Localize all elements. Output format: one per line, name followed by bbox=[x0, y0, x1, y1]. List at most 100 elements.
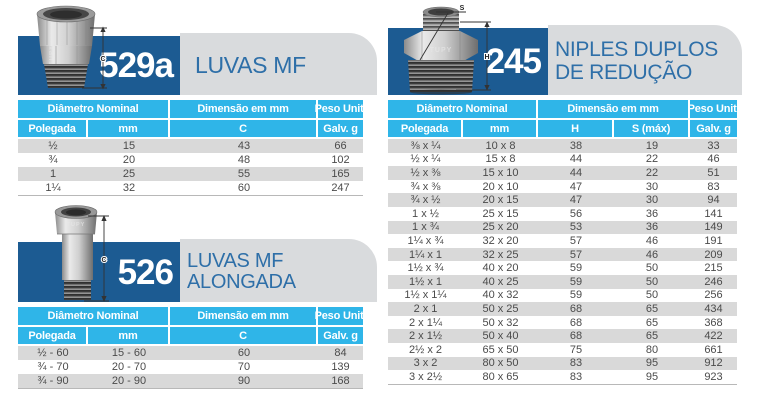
table-cell: 1¼ x ¾ bbox=[407, 234, 444, 247]
dimension-arrow-c: C bbox=[82, 26, 107, 90]
table-cell: 84 bbox=[334, 347, 347, 359]
table-cell: 1½ x 1¼ bbox=[404, 289, 447, 302]
product-title-line: DE REDUÇÃO bbox=[555, 60, 693, 84]
table-cell: 83 bbox=[569, 357, 583, 370]
table-cell: 15 - 60 bbox=[111, 347, 147, 359]
table-cell: 102 bbox=[331, 154, 350, 166]
product-code-box: 526 bbox=[18, 242, 180, 302]
header-group-peso: Peso Unit. bbox=[687, 103, 740, 115]
header-divider bbox=[388, 118, 737, 120]
table-cell: 65 bbox=[645, 316, 659, 329]
table-cell: 46 bbox=[645, 248, 659, 261]
table-header: Diâmetro Nominal Dimensão em mm Peso Uni… bbox=[388, 100, 740, 137]
table-cell: 139 bbox=[331, 361, 350, 373]
table-cell: 1½ x 1 bbox=[408, 275, 443, 288]
table-row: 2 x 1¼ 50 x 32 68 65 368 bbox=[388, 316, 737, 330]
header-col-galv: Galv. g bbox=[696, 122, 731, 135]
table-cell: ¾ x ½ bbox=[410, 194, 441, 207]
table-cell: ½ x ¼ bbox=[410, 153, 441, 166]
dimension-label-h: H bbox=[484, 54, 489, 61]
table-cell: 10 x 8 bbox=[485, 139, 516, 152]
dimension-arrow-c: C bbox=[84, 215, 109, 302]
table-cell: 83 bbox=[707, 180, 720, 193]
embossed-brand: TUPY bbox=[67, 222, 86, 228]
table-row: ½ - 60 15 - 60 60 84 bbox=[18, 346, 363, 360]
product-title: LUVAS MF bbox=[195, 36, 375, 95]
embossed-brand: TUPY bbox=[430, 47, 453, 54]
header-col-mm: mm bbox=[88, 120, 170, 137]
table-cell: 60 bbox=[237, 182, 251, 194]
table-cell: 149 bbox=[704, 221, 723, 234]
table-cell: 56 bbox=[569, 207, 583, 220]
table-cell: 59 bbox=[569, 289, 583, 302]
table-row: 1 x ¾ 25 x 20 53 36 149 bbox=[388, 220, 737, 235]
header-col-s-max: S (máx) bbox=[614, 120, 690, 137]
table-cell: 1½ x ¾ bbox=[407, 262, 444, 275]
table-cell: 70 bbox=[237, 361, 251, 373]
table-cell: 32 bbox=[122, 182, 136, 194]
table-cell: 247 bbox=[331, 182, 350, 194]
table-cell: 65 x 50 bbox=[482, 343, 519, 356]
table-cell: 80 x 50 bbox=[482, 357, 519, 370]
table-cell: 25 x 15 bbox=[482, 207, 519, 220]
table-cell: 43 bbox=[237, 140, 251, 152]
table-body: ½ - 60 15 - 60 60 84 ¾ - 70 20 - 70 70 139 ¾ - 9… bbox=[18, 346, 363, 389]
table-cell: 22 bbox=[645, 153, 659, 166]
header-divider bbox=[18, 118, 363, 120]
table-cell: 59 bbox=[569, 262, 583, 275]
product-title: NIPLES DUPLOS DE REDUÇÃO bbox=[555, 28, 740, 95]
table-cell: 51 bbox=[707, 166, 720, 179]
product-photo-luva-mf: TUPY C bbox=[36, 5, 107, 90]
table-cell: 57 bbox=[569, 248, 583, 261]
table-row: 2½ x 2 65 x 50 75 80 661 bbox=[388, 343, 737, 357]
table-cell: 20 x 10 bbox=[482, 180, 519, 193]
table-row: 1½ x 1 40 x 25 59 50 246 bbox=[388, 274, 737, 289]
table-cell: 59 bbox=[569, 275, 583, 288]
table-cell: 25 x 20 bbox=[482, 221, 519, 234]
table-cell: 65 bbox=[645, 330, 659, 343]
header-group-diametro: Diâmetro Nominal bbox=[18, 100, 170, 118]
table-cell: 50 bbox=[645, 275, 659, 288]
table-row: ¾ - 90 20 - 90 90 168 bbox=[18, 374, 363, 388]
table-cell: 33 bbox=[707, 139, 720, 152]
table-cell: 40 x 25 bbox=[482, 275, 519, 288]
table-cell: ¾ - 90 bbox=[37, 375, 69, 387]
table-cell: 168 bbox=[331, 375, 350, 387]
table-cell: 19 bbox=[645, 139, 659, 152]
header-divider bbox=[18, 325, 363, 327]
product-code: 526 bbox=[117, 252, 174, 292]
header-group-dimensao: Dimensão em mm bbox=[170, 307, 318, 325]
table-cell: 15 x 10 bbox=[482, 166, 519, 179]
table-cell: 53 bbox=[569, 221, 583, 234]
table-row: ½ 15 43 66 bbox=[18, 139, 363, 153]
table-cell: 50 x 25 bbox=[482, 302, 519, 315]
header-group-peso: Peso Unit. bbox=[314, 103, 367, 115]
table-cell: 68 bbox=[569, 316, 583, 329]
table-cell: 68 bbox=[569, 302, 583, 315]
table-row: ¾ x ⅜ 20 x 10 47 30 83 bbox=[388, 180, 737, 194]
table-cell: 661 bbox=[704, 343, 723, 356]
table-body: ⅜ x ¼ 10 x 8 38 19 33 ½ x ¼ 15 x 8 44 22 46 ½ x ⅜ 1… bbox=[388, 139, 737, 385]
table-cell: 80 bbox=[645, 343, 659, 356]
table-cell: 36 bbox=[645, 207, 659, 220]
table-cell: 32 x 25 bbox=[482, 248, 519, 261]
table-row: 1 x ½ 25 x 15 56 36 141 bbox=[388, 207, 737, 221]
table-cell: 215 bbox=[704, 262, 723, 275]
table-row: 3 x 2½ 80 x 65 83 95 923 bbox=[388, 370, 737, 384]
table-row: ¾ x ½ 20 x 15 47 30 94 bbox=[388, 193, 737, 207]
dimension-label-c: C bbox=[100, 56, 105, 63]
table-cell: 55 bbox=[237, 168, 251, 180]
table-header: Diâmetro Nominal Dimensão em mm Peso Uni… bbox=[18, 307, 367, 344]
table-cell: 25 bbox=[122, 168, 136, 180]
table-cell: ⅜ x ¼ bbox=[410, 139, 441, 152]
table-cell: 57 bbox=[569, 234, 583, 247]
banner-background bbox=[180, 33, 377, 95]
table-cell: ¾ - 70 bbox=[37, 361, 69, 373]
table-cell: 46 bbox=[707, 153, 720, 166]
table-cell: 20 x 15 bbox=[482, 194, 519, 207]
table-cell: ¾ bbox=[48, 154, 58, 166]
table-cell: 68 bbox=[569, 330, 583, 343]
table-cell: 1 bbox=[49, 168, 57, 180]
banner-background bbox=[548, 25, 742, 95]
